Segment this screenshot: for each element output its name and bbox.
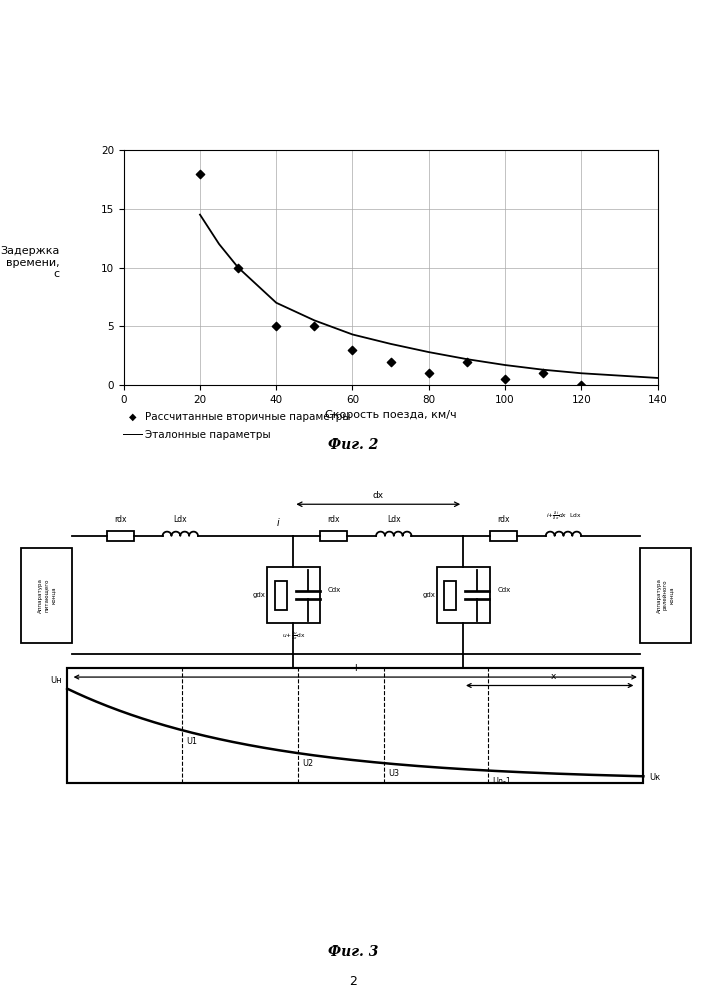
Text: Фиг. 2: Фиг. 2 [328, 438, 379, 452]
Point [575, 377, 587, 393]
Point [347, 342, 358, 358]
Text: Cdx: Cdx [328, 587, 341, 593]
Text: rdx: rdx [327, 515, 340, 524]
Text: Un-1: Un-1 [492, 777, 511, 786]
Point [194, 165, 206, 182]
Text: $i\!+\!\frac{\partial i}{\partial x}dx$  Ldx: $i\!+\!\frac{\partial i}{\partial x}dx$ … [546, 509, 581, 522]
Text: 2: 2 [349, 975, 358, 988]
Text: Фиг. 3: Фиг. 3 [328, 945, 379, 959]
Text: dx: dx [373, 491, 384, 500]
Text: gdx: gdx [422, 592, 436, 598]
Text: gdx: gdx [252, 592, 266, 598]
Text: rdx: rdx [497, 515, 510, 524]
Text: Аппаратура
питающего
конца: Аппаратура питающего конца [38, 578, 55, 613]
Text: Ldx: Ldx [387, 515, 401, 524]
Text: l: l [354, 664, 356, 673]
Text: rdx: rdx [114, 515, 127, 524]
Point [499, 371, 510, 387]
Text: Аппаратура
релейного
конца: Аппаратура релейного конца [657, 578, 674, 613]
Bar [320, 531, 347, 541]
Text: Cdx: Cdx [498, 587, 511, 593]
Bar [107, 531, 134, 541]
Text: Эталонные параметры: Эталонные параметры [145, 430, 271, 440]
Text: Uк: Uк [649, 773, 660, 782]
X-axis label: Скорость поезда, км/ч: Скорость поезда, км/ч [325, 410, 457, 420]
Text: ◆: ◆ [129, 412, 136, 422]
Bar [275, 581, 287, 610]
Text: U1: U1 [187, 737, 198, 746]
Point [423, 365, 434, 381]
Text: $u\!+\!\frac{\partial u}{\partial x}$dx: $u\!+\!\frac{\partial u}{\partial x}$dx [281, 629, 305, 642]
Bar [67, 668, 643, 783]
Point [233, 259, 244, 275]
Text: Рассчитанные вторичные параметры: Рассчитанные вторичные параметры [145, 412, 351, 422]
Text: U3: U3 [388, 769, 399, 778]
Point [537, 365, 549, 381]
Text: i: i [276, 518, 279, 528]
Bar [267, 567, 320, 623]
Y-axis label: Задержка
времени,
с: Задержка времени, с [0, 246, 59, 279]
Bar [640, 548, 691, 643]
Text: U2: U2 [302, 759, 313, 768]
Bar [490, 531, 517, 541]
Point [271, 318, 282, 334]
Bar [437, 567, 489, 623]
Point [309, 318, 320, 334]
Point [461, 353, 472, 369]
Bar [445, 581, 457, 610]
Text: x: x [551, 672, 556, 681]
Text: Ldx: Ldx [173, 515, 187, 524]
Text: Uн: Uн [50, 676, 62, 685]
Bar [21, 548, 72, 643]
Point [385, 353, 396, 369]
